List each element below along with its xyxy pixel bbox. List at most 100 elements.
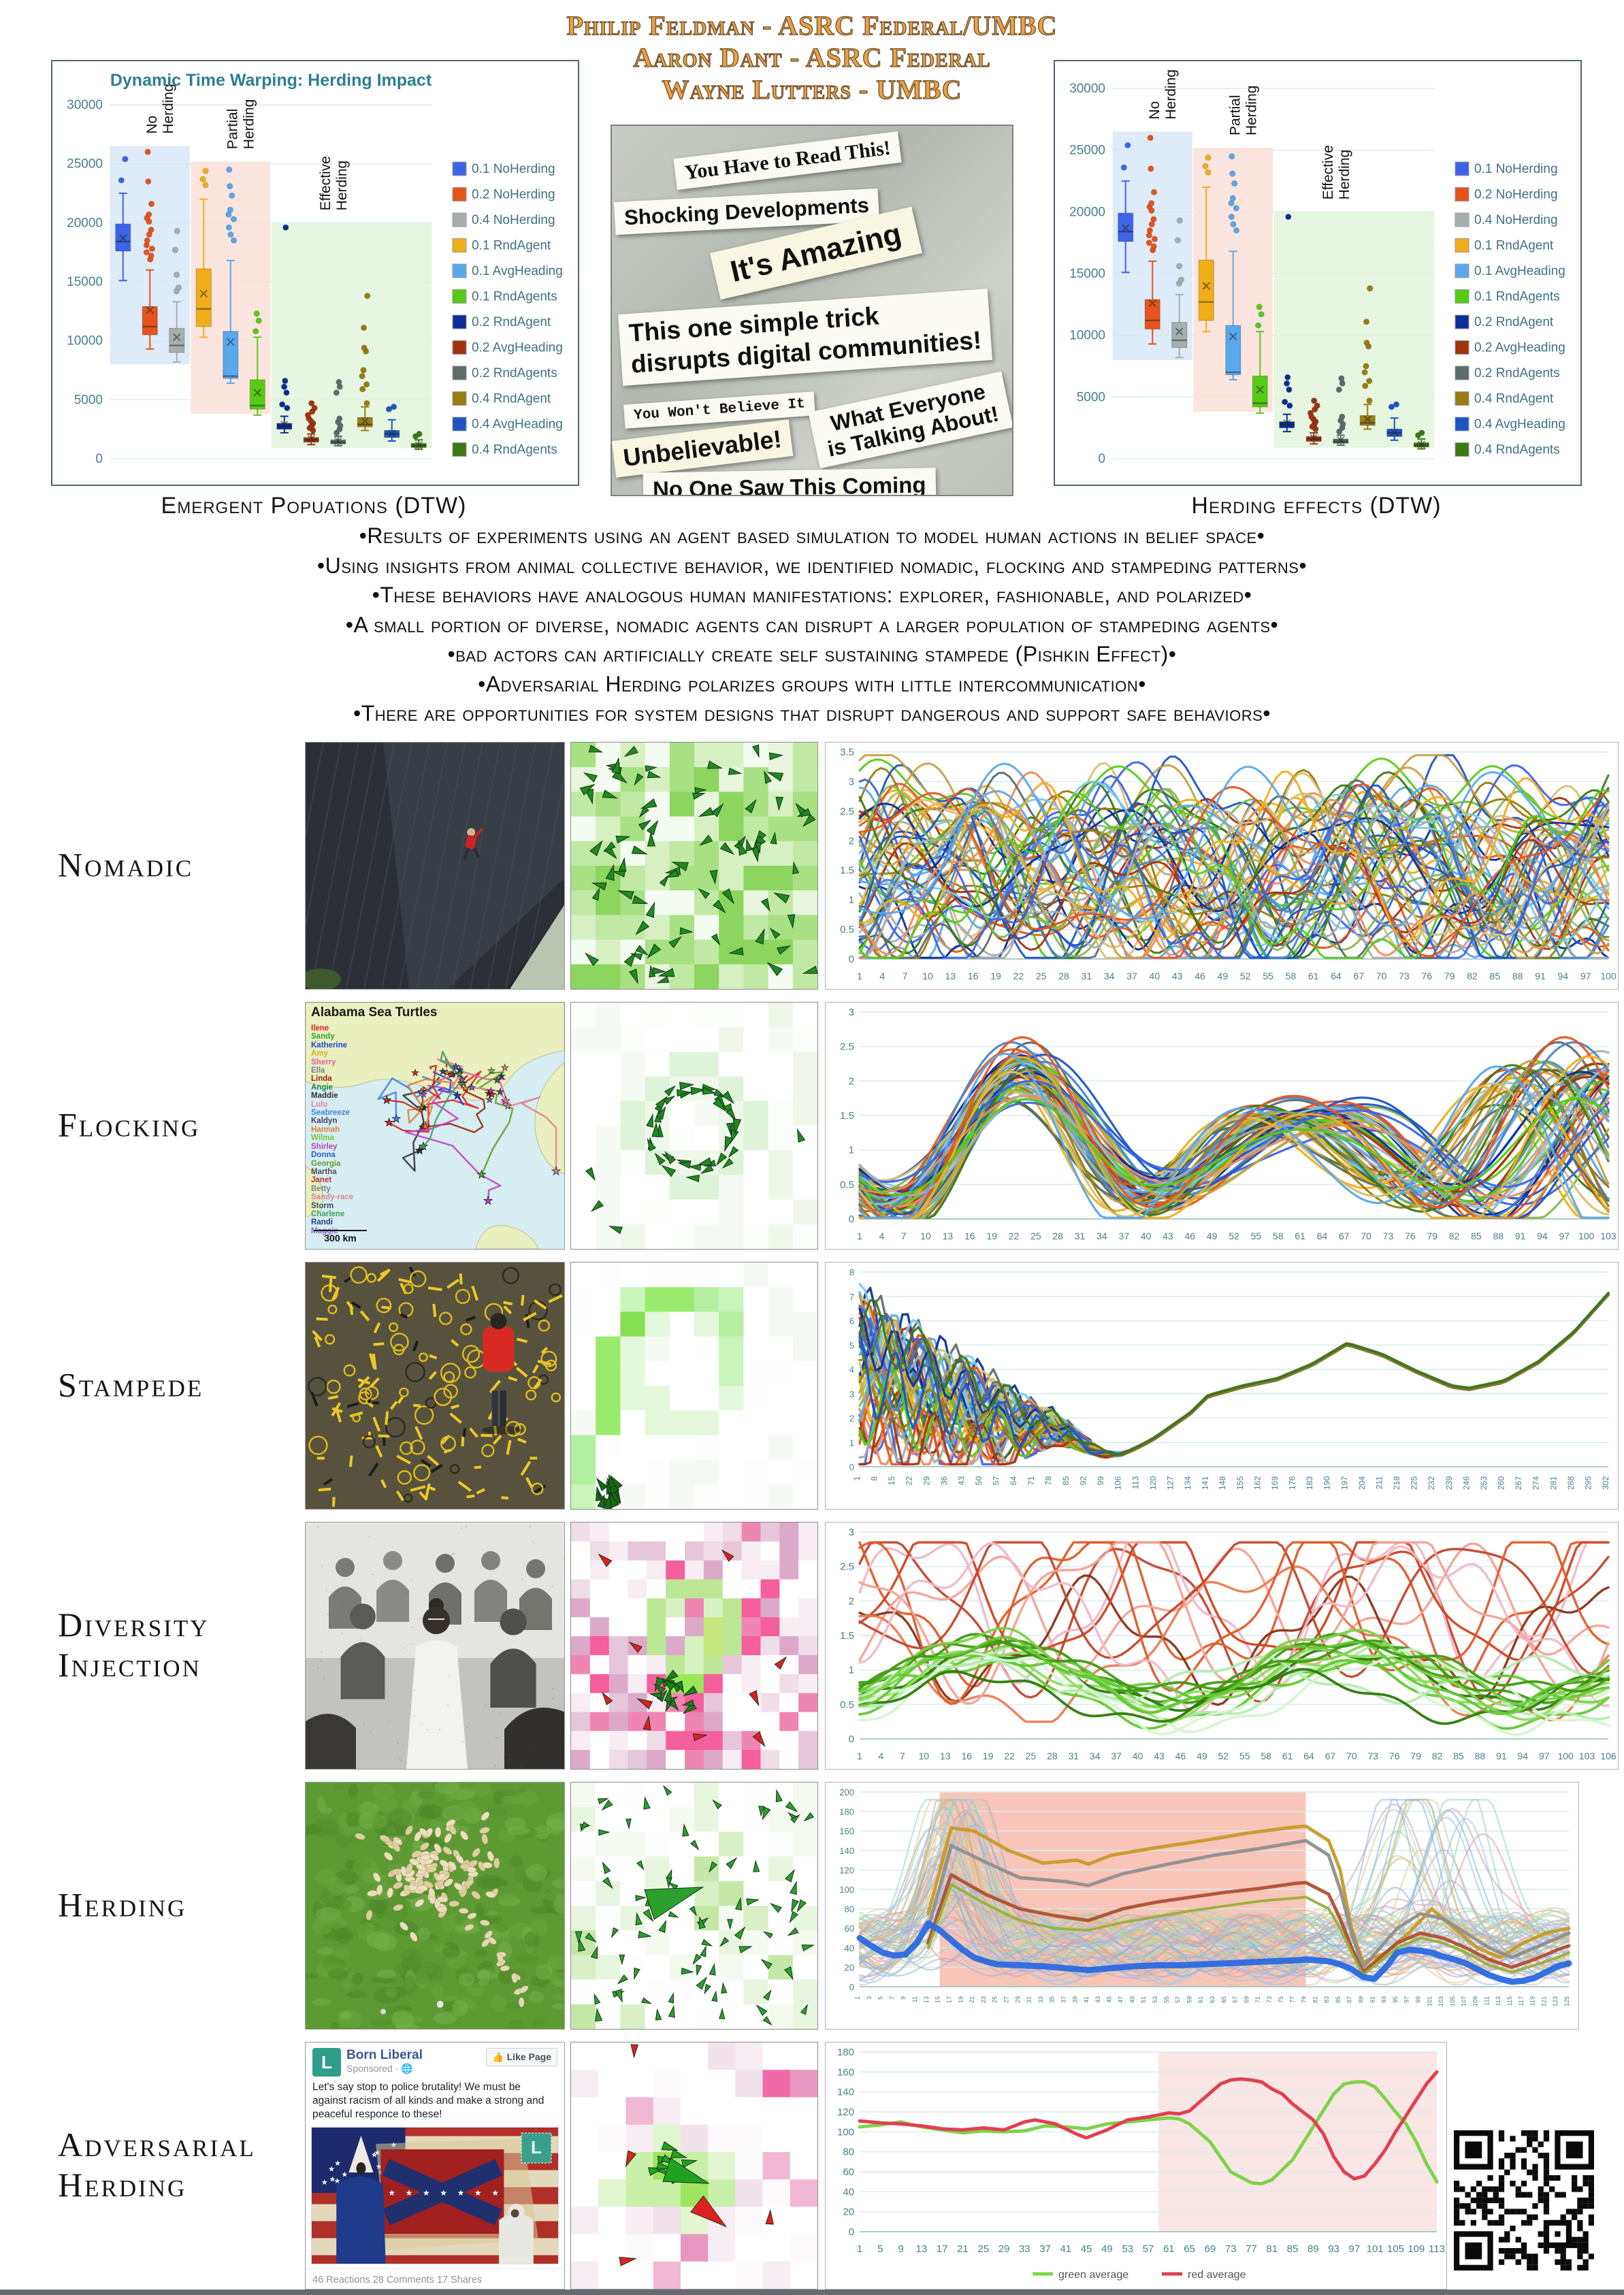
- svg-text:★: ★: [474, 2188, 482, 2198]
- svg-text:★: ★: [411, 1068, 419, 1078]
- svg-text:1.5: 1.5: [840, 1630, 854, 1642]
- svg-text:5: 5: [877, 2243, 883, 2255]
- svg-text:41: 41: [1083, 1996, 1090, 2003]
- svg-text:127: 127: [1166, 1476, 1175, 1490]
- svg-text:29: 29: [1014, 1996, 1021, 2003]
- svg-text:88: 88: [1475, 1751, 1486, 1761]
- svg-text:115: 115: [1506, 1996, 1513, 2006]
- svg-text:0: 0: [849, 1214, 854, 1225]
- svg-text:92: 92: [1079, 1476, 1088, 1486]
- turtle-name: Georgia: [311, 1159, 341, 1168]
- like-page-button[interactable]: 👍 Like Page: [486, 2048, 557, 2066]
- svg-text:4: 4: [849, 1365, 854, 1375]
- svg-text:0.1 RndAgents: 0.1 RndAgents: [1474, 290, 1560, 304]
- svg-text:★: ★: [461, 1083, 470, 1093]
- svg-text:28: 28: [1058, 971, 1069, 981]
- sim-grid-adversarial: [570, 2042, 818, 2290]
- svg-text:17: 17: [946, 1996, 953, 2003]
- svg-text:★: ★: [483, 1195, 493, 1207]
- svg-text:88: 88: [1493, 1231, 1504, 1241]
- svg-text:67: 67: [1232, 1996, 1239, 2003]
- svg-text:2: 2: [849, 1414, 854, 1424]
- svg-text:253: 253: [1479, 1476, 1489, 1490]
- fb-page-name[interactable]: Born Liberal: [346, 2048, 423, 2062]
- svg-text:85: 85: [1335, 1996, 1342, 2003]
- svg-text:75: 75: [1278, 1996, 1284, 2003]
- svg-text:★: ★: [371, 2151, 378, 2160]
- svg-text:★: ★: [329, 2176, 336, 2184]
- svg-text:49: 49: [1101, 2243, 1113, 2255]
- map-turtle-names: Ilene Sandy Katherine Amy Sherry Ella Linda Ang…: [311, 1024, 353, 1235]
- svg-text:94: 94: [1558, 971, 1569, 981]
- svg-text:65: 65: [1184, 2243, 1195, 2255]
- svg-text:0.1 RndAgent: 0.1 RndAgent: [472, 239, 551, 253]
- svg-text:15: 15: [887, 1476, 896, 1486]
- key-findings-list: •Results of experiments using an agent b…: [0, 521, 1624, 729]
- svg-text:13: 13: [945, 971, 956, 981]
- svg-text:40: 40: [1141, 1231, 1152, 1241]
- svg-text:★: ★: [551, 1166, 561, 1177]
- svg-text:★: ★: [417, 1086, 425, 1096]
- turtle-name: Wilma: [311, 1134, 334, 1143]
- authors-block: Philip Feldman - ASRC Federal/UMBC Aaron…: [472, 10, 1152, 105]
- svg-text:25: 25: [992, 1996, 998, 2003]
- turtle-name: Shirley: [311, 1142, 338, 1151]
- turtle-name: Randi: [311, 1218, 333, 1227]
- svg-text:15000: 15000: [67, 275, 103, 289]
- svg-text:7: 7: [888, 1996, 895, 2000]
- svg-text:★: ★: [382, 1094, 391, 1106]
- svg-text:61: 61: [1295, 1231, 1305, 1241]
- svg-text:3.5: 3.5: [840, 747, 854, 758]
- svg-text:82: 82: [1449, 1231, 1460, 1241]
- svg-text:58: 58: [1273, 1231, 1284, 1241]
- svg-text:5: 5: [877, 1996, 884, 2000]
- svg-text:67: 67: [1339, 1231, 1350, 1241]
- svg-text:15: 15: [935, 1996, 941, 2003]
- tabloid-headline: You Have to Read This!: [673, 131, 903, 191]
- svg-text:1.5: 1.5: [840, 1110, 854, 1122]
- svg-text:100: 100: [839, 1885, 854, 1895]
- svg-text:89: 89: [1358, 1996, 1365, 2003]
- svg-text:5000: 5000: [1077, 390, 1105, 404]
- svg-text:81: 81: [1312, 1996, 1318, 2003]
- svg-text:73: 73: [1367, 1751, 1378, 1761]
- svg-text:176: 176: [1288, 1476, 1297, 1490]
- svg-text:107: 107: [1461, 1996, 1467, 2006]
- svg-text:0.4 RndAgents: 0.4 RndAgents: [1474, 443, 1560, 457]
- fb-post-image: ★★★★★★★★★★★★★★★★★★★★★★L: [311, 2127, 559, 2265]
- svg-text:1: 1: [849, 894, 854, 906]
- svg-text:3: 3: [849, 776, 854, 787]
- svg-text:9: 9: [898, 2243, 903, 2255]
- turtle-name: Angie: [311, 1083, 333, 1092]
- svg-text:97: 97: [1559, 1231, 1570, 1241]
- svg-text:★: ★: [496, 1086, 504, 1096]
- svg-text:101: 101: [1367, 2243, 1384, 2255]
- svg-text:2: 2: [849, 1595, 854, 1607]
- svg-text:31: 31: [1075, 1231, 1086, 1241]
- svg-text:16: 16: [968, 971, 979, 981]
- svg-text:91: 91: [1535, 971, 1546, 981]
- svg-text:61: 61: [1163, 2243, 1175, 2255]
- row-label-stampede: Stampede: [58, 1365, 204, 1404]
- svg-text:109: 109: [1472, 1996, 1479, 2006]
- svg-text:64: 64: [1009, 1476, 1018, 1486]
- photo-rock-climber: [305, 742, 565, 990]
- svg-text:37: 37: [1126, 971, 1137, 981]
- svg-text:★: ★: [406, 2188, 413, 2198]
- svg-text:★: ★: [453, 1090, 462, 1102]
- svg-text:69: 69: [1205, 2243, 1216, 2255]
- svg-text:10: 10: [918, 1751, 929, 1761]
- svg-text:13: 13: [923, 1996, 930, 2003]
- svg-text:PartialHerding: PartialHerding: [1228, 85, 1260, 135]
- svg-text:21: 21: [969, 1996, 975, 2003]
- row-herding: Herding 0 20 40 60 80 100 120 140 160 180 200 1 3 5 7 9…: [0, 1775, 1624, 2035]
- row-label-diversity-injection: Diversity Injection: [58, 1606, 210, 1684]
- tabloid-headline: This one simple trick disrupts digital c…: [618, 289, 992, 386]
- svg-text:45: 45: [1106, 1996, 1113, 2003]
- svg-text:★: ★: [493, 1075, 501, 1085]
- svg-text:267: 267: [1514, 1476, 1523, 1490]
- svg-text:97: 97: [1349, 2243, 1361, 2255]
- svg-text:0.2 NoHerding: 0.2 NoHerding: [1474, 188, 1558, 202]
- svg-text:green average: green average: [1058, 2269, 1128, 2281]
- svg-text:43: 43: [1163, 1231, 1173, 1241]
